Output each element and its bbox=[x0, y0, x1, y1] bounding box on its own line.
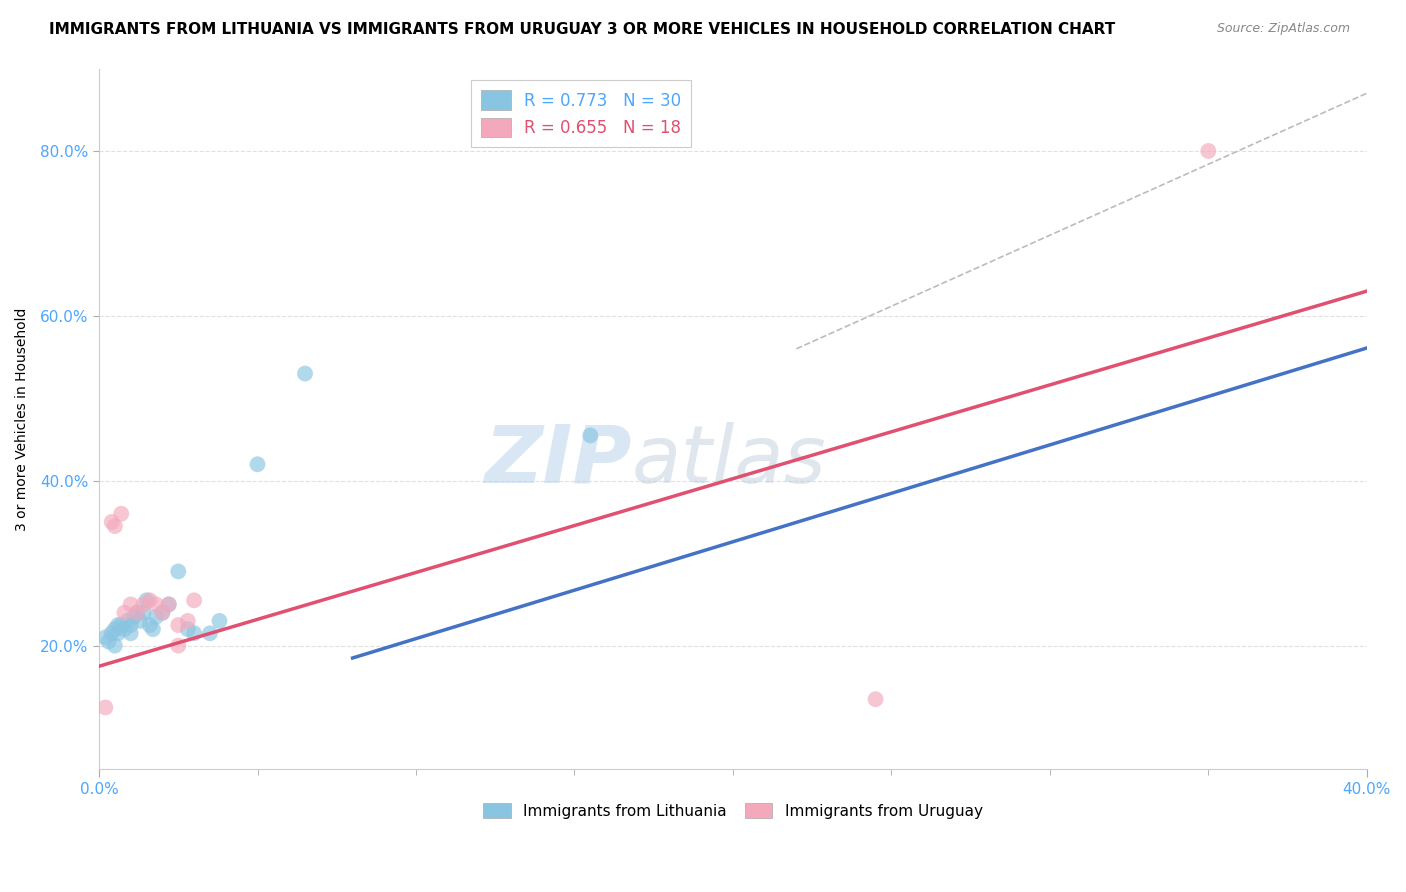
Point bbox=[100, 626, 122, 640]
Point bbox=[152, 606, 174, 620]
Point bbox=[120, 626, 142, 640]
Text: Source: ZipAtlas.com: Source: ZipAtlas.com bbox=[1216, 22, 1350, 36]
Point bbox=[177, 622, 200, 636]
Point bbox=[94, 631, 117, 645]
Point bbox=[246, 457, 269, 471]
Point bbox=[198, 626, 221, 640]
Legend: Immigrants from Lithuania, Immigrants from Uruguay: Immigrants from Lithuania, Immigrants fr… bbox=[477, 797, 988, 825]
Text: IMMIGRANTS FROM LITHUANIA VS IMMIGRANTS FROM URUGUAY 3 OR MORE VEHICLES IN HOUSE: IMMIGRANTS FROM LITHUANIA VS IMMIGRANTS … bbox=[49, 22, 1115, 37]
Point bbox=[177, 614, 200, 628]
Point bbox=[145, 609, 167, 624]
Point bbox=[100, 515, 122, 529]
Text: atlas: atlas bbox=[631, 422, 827, 500]
Point bbox=[152, 606, 174, 620]
Point bbox=[97, 634, 120, 648]
Point bbox=[167, 565, 190, 579]
Point bbox=[132, 598, 155, 612]
Point bbox=[865, 692, 887, 706]
Point bbox=[132, 606, 155, 620]
Point bbox=[112, 606, 135, 620]
Point bbox=[208, 614, 231, 628]
Point bbox=[112, 622, 135, 636]
Point bbox=[120, 598, 142, 612]
Point bbox=[183, 626, 205, 640]
Point bbox=[129, 614, 152, 628]
Point bbox=[579, 428, 602, 442]
Y-axis label: 3 or more Vehicles in Household: 3 or more Vehicles in Household bbox=[15, 307, 30, 531]
Point bbox=[125, 606, 148, 620]
Point bbox=[120, 618, 142, 632]
Point bbox=[107, 618, 129, 632]
Point bbox=[104, 639, 127, 653]
Point bbox=[107, 626, 129, 640]
Point bbox=[157, 598, 180, 612]
Point bbox=[142, 622, 165, 636]
Point bbox=[139, 618, 162, 632]
Point bbox=[145, 598, 167, 612]
Point bbox=[294, 367, 316, 381]
Text: ZIP: ZIP bbox=[484, 422, 631, 500]
Point bbox=[125, 606, 148, 620]
Point bbox=[117, 614, 139, 628]
Point bbox=[135, 593, 157, 607]
Point bbox=[104, 519, 127, 533]
Point bbox=[104, 622, 127, 636]
Point bbox=[110, 618, 132, 632]
Point bbox=[139, 593, 162, 607]
Point bbox=[1197, 144, 1219, 158]
Point bbox=[183, 593, 205, 607]
Point bbox=[94, 700, 117, 714]
Point bbox=[167, 639, 190, 653]
Point bbox=[122, 609, 145, 624]
Point bbox=[167, 618, 190, 632]
Point bbox=[157, 598, 180, 612]
Point bbox=[110, 507, 132, 521]
